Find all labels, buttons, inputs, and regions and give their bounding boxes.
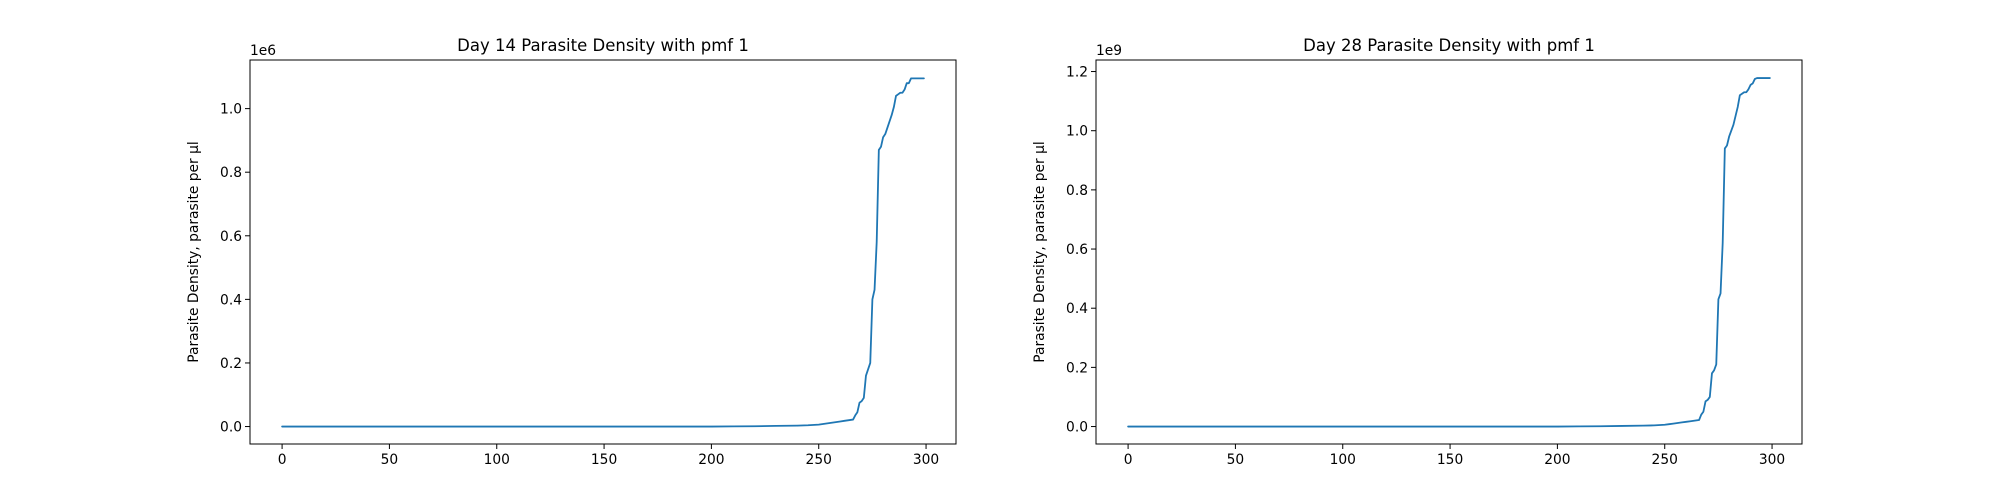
series-group <box>1127 77 1771 428</box>
y-offset-label: 1e9 <box>1096 43 1122 59</box>
y-axis-label: Parasite Density, parasite per µl <box>186 141 202 362</box>
y-axis-label: Parasite Density, parasite per µl <box>1032 141 1048 362</box>
x-tick-label: 100 <box>1330 452 1356 468</box>
chart-title: Day 28 Parasite Density with pmf 1 <box>1303 36 1595 55</box>
y-offset-label: 1e6 <box>250 43 276 59</box>
axis-ticks: 0 50 100 150 200 250 300 0.0 0.2 0.4 0.6 0.8 1.0 <box>220 102 939 468</box>
series-line <box>281 77 925 428</box>
y-tick-label: 1.0 <box>220 102 242 118</box>
x-tick-label: 0 <box>1124 452 1133 468</box>
y-tick-label: 0.4 <box>1066 301 1088 317</box>
x-tick-label: 150 <box>591 452 617 468</box>
x-tick-label: 250 <box>806 452 832 468</box>
chart-title: Day 14 Parasite Density with pmf 1 <box>457 36 749 55</box>
chart-day-28: Day 28 Parasite Density with pmf 1 1e9 P… <box>1032 36 1803 468</box>
x-tick-label: 150 <box>1437 452 1463 468</box>
y-tick-label: 1.0 <box>1066 124 1088 140</box>
x-tick-label: 200 <box>1544 452 1570 468</box>
y-tick-label: 0.2 <box>1066 360 1088 376</box>
y-tick-label: 0.8 <box>1066 183 1088 199</box>
y-tick-label: 0.8 <box>220 165 242 181</box>
chart-day-14: Day 14 Parasite Density with pmf 1 1e6 P… <box>186 36 957 468</box>
y-tick-label: 0.6 <box>220 229 242 245</box>
y-tick-label: 0.4 <box>220 292 242 308</box>
series-group <box>281 77 925 428</box>
y-tick-label: 0.6 <box>1066 242 1088 258</box>
y-tick-label: 0.0 <box>1066 420 1088 436</box>
plot-area <box>1095 59 1803 445</box>
x-tick-label: 250 <box>1652 452 1678 468</box>
axis-ticks: 0 50 100 150 200 250 300 0.0 0.2 0.4 0.6 0.8 1.0 1.2 <box>1066 65 1785 468</box>
series-line <box>1127 77 1771 428</box>
x-tick-label: 50 <box>381 452 399 468</box>
plot-area <box>249 59 957 445</box>
y-tick-label: 0.0 <box>220 420 242 436</box>
x-tick-label: 100 <box>484 452 510 468</box>
x-tick-label: 300 <box>913 452 939 468</box>
x-tick-label: 200 <box>698 452 724 468</box>
x-tick-label: 300 <box>1759 452 1785 468</box>
x-tick-label: 0 <box>278 452 287 468</box>
y-tick-label: 1.2 <box>1066 65 1088 81</box>
x-tick-label: 50 <box>1227 452 1245 468</box>
y-tick-label: 0.2 <box>220 356 242 372</box>
